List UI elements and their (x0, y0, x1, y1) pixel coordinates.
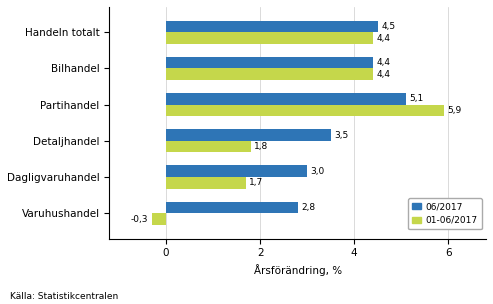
Text: 4,4: 4,4 (376, 33, 390, 43)
Text: 3,5: 3,5 (334, 131, 348, 140)
Text: 4,5: 4,5 (381, 22, 395, 31)
Bar (166, 129, 331, 141)
Text: -0,3: -0,3 (131, 215, 148, 223)
Bar (166, 21, 378, 32)
Text: 5,1: 5,1 (409, 94, 423, 103)
Bar (166, 32, 373, 44)
Bar (166, 57, 373, 68)
Bar (166, 177, 246, 189)
Legend: 06/2017, 01-06/2017: 06/2017, 01-06/2017 (408, 198, 482, 230)
Text: 5,9: 5,9 (447, 106, 461, 115)
Text: 4,4: 4,4 (376, 58, 390, 67)
Text: 1,7: 1,7 (249, 178, 263, 187)
Bar (166, 202, 298, 213)
Text: 2,8: 2,8 (301, 203, 315, 212)
Text: 4,4: 4,4 (376, 70, 390, 79)
Bar (166, 105, 444, 116)
Bar (166, 68, 373, 80)
Bar (152, 213, 166, 225)
Bar (166, 93, 406, 105)
Bar (166, 165, 307, 177)
Text: Källa: Statistikcentralen: Källa: Statistikcentralen (10, 292, 118, 301)
Text: 1,8: 1,8 (254, 142, 268, 151)
Text: 3,0: 3,0 (311, 167, 325, 176)
Bar (166, 141, 250, 152)
X-axis label: Årsförändring, %: Årsförändring, % (254, 264, 342, 276)
